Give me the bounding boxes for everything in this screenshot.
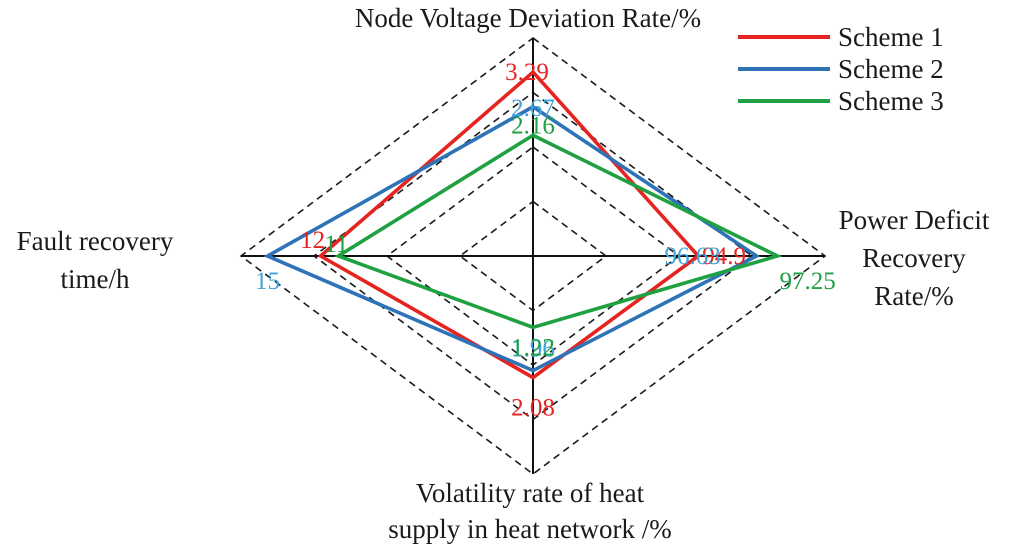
series-line-2 [263,104,761,373]
value-label: 11 [324,231,348,258]
legend-label: Scheme 1 [838,22,944,52]
value-label: 2.08 [511,395,555,422]
value-label: 12 [300,227,325,254]
axis-titles: Node Voltage Deviation Rate/% Power Defic… [17,3,990,544]
value-label: 3.29 [505,59,549,86]
value-label: 97.25 [779,268,835,295]
axis-title-line: Power Deficit [839,205,990,235]
legend-label: Scheme 2 [838,54,944,84]
axis-title-line: supply in heat network /% [388,514,671,544]
value-label: 96.63 [665,243,721,270]
axis-title-line: Node Voltage Deviation Rate/% [355,3,701,33]
grid-ring-4 [239,37,827,475]
value-label: 2.67 [511,95,555,122]
series-line-1 [317,69,701,380]
legend-label: Scheme 3 [838,86,944,116]
value-label: 1.22 [511,334,555,361]
radar-series [263,69,783,380]
axis-title-line: Volatility rate of heat [416,478,645,508]
axis-title-line: Rate/% [874,281,953,311]
value-label: 94.9 [702,243,746,270]
axis-title-line: time/h [61,264,130,294]
axis-title-line: Fault recovery [17,226,174,256]
value-label: 1.96 [511,336,555,363]
value-label: 15 [255,268,280,295]
value-labels: 3.29 94.9 2.08 12 2.67 96.63 1.96 15 2.16 97.25 1.… [255,59,836,421]
value-label: 2.16 [511,112,555,139]
axis-title-line: Recovery [862,243,966,273]
series-line-3 [334,133,783,330]
